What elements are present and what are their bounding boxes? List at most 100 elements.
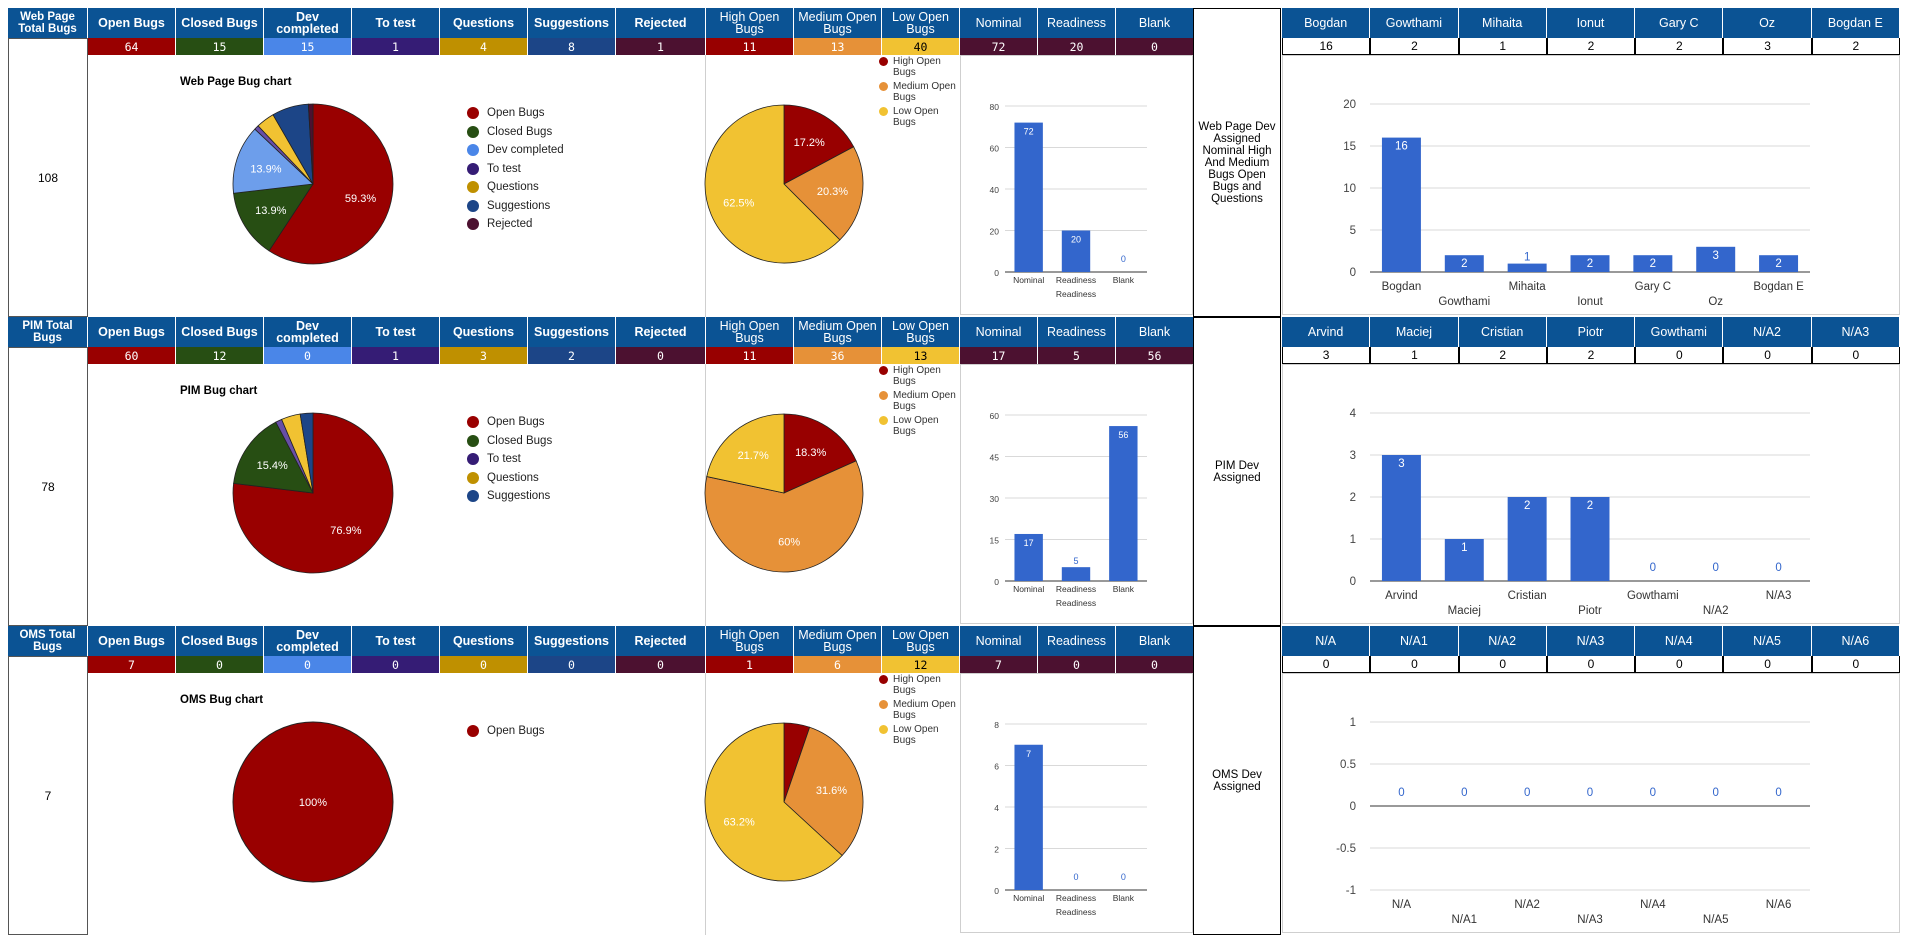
oms-pie-legend-item: Open Bugs (467, 725, 545, 737)
pim-col-header: Nominal (960, 317, 1038, 347)
oms-col-value: 6 (794, 656, 882, 673)
web-severity-legend-item: Medium Open Bugs (879, 81, 959, 103)
web-dev-bar-4 (1633, 255, 1673, 272)
oms-col-header: Suggestions (528, 626, 616, 656)
web-legend-label: Questions (487, 181, 539, 193)
oms-col-value: 0 (264, 656, 352, 673)
oms-dev-xtick-2: N/A2 (1514, 899, 1540, 911)
oms-col-header: Open Bugs (88, 626, 176, 656)
pim-dev-header: Cristian (1458, 317, 1547, 347)
web-col-value: 15 (176, 38, 264, 55)
web-col-header: Blank (1116, 8, 1194, 38)
pim-readiness-bar-2 (1109, 426, 1138, 581)
pim-dev-value: 3 (1282, 347, 1371, 364)
oms-total-count: 7 (8, 656, 88, 935)
oms-dev-value: 0 (1723, 656, 1812, 673)
web-pie-slice-0 (268, 103, 394, 265)
pim-severity-swatch (879, 416, 888, 425)
pim-dev-xtick-2: Cristian (1508, 590, 1547, 602)
pim-readiness-bar-1 (1061, 567, 1091, 581)
oms-dev-xtick-1: N/A1 (1451, 914, 1477, 926)
oms-dev-value: 0 (1458, 656, 1547, 673)
pim-total-count: 78 (8, 347, 88, 626)
pim-dev-ytick-2: 2 (1350, 492, 1356, 504)
oms-dev-header: N/A1 (1370, 626, 1459, 656)
web-dev-bar-0 (1381, 137, 1421, 272)
oms-readiness-ytick-1: 2 (994, 845, 999, 855)
oms-readiness-ytick-0: 0 (994, 886, 999, 896)
pim-dev-value-5: 0 (1713, 562, 1719, 574)
oms-readiness-value-2: 0 (1121, 872, 1126, 882)
pim-dev-header: N/A2 (1723, 317, 1812, 347)
web-dev-bar-6 (1759, 255, 1799, 272)
pim-col-header: Readiness (1038, 317, 1116, 347)
web-dev-value-0: 16 (1395, 141, 1408, 153)
pim-dev-value: 1 (1370, 347, 1459, 364)
pim-charts-svg: 76.9%15.4%18.3%60%21.7%01530456017Nomina… (232, 408, 1810, 617)
web-dev-value: 1 (1458, 38, 1547, 55)
web-pie-slice-1 (233, 183, 314, 252)
web-col-value: 72 (960, 38, 1038, 55)
oms-legend-label: Open Bugs (487, 725, 545, 737)
web-severity-legend-label: High Open Bugs (893, 56, 941, 78)
web-dev-xtick-2: Mihaita (1509, 281, 1547, 293)
oms-col-value: 0 (352, 656, 440, 673)
web-readiness-xlabel: Readiness (1056, 289, 1096, 299)
pim-severity-legend-item: Medium Open Bugs (879, 390, 959, 412)
pim-severity-legend-item: Low Open Bugs (879, 415, 959, 437)
web-dev-header: Oz (1723, 8, 1812, 38)
oms-dev-ytick-2: 0 (1350, 801, 1356, 813)
web-dev-ytick-3: 15 (1343, 141, 1356, 153)
pim-col-header: Questions (440, 317, 528, 347)
web-charts-svg: 59.3%13.9%13.9%17.2%20.3%62.5%0204060807… (232, 99, 1810, 308)
oms-col-header: Blank (1116, 626, 1194, 656)
web-readiness-value-1: 20 (1071, 235, 1081, 245)
pim-legend-label: Questions (487, 471, 539, 484)
oms-dev-header: N/A6 (1811, 626, 1900, 656)
pim-readiness-value-2: 56 (1118, 430, 1128, 440)
web-dev-header: Bogdan (1282, 8, 1371, 38)
pim-col-value: 36 (794, 347, 882, 364)
pim-severity-legend-label: Medium Open Bugs (893, 390, 956, 412)
web-dev-value-3: 2 (1587, 258, 1593, 270)
web-col-value: 40 (882, 38, 960, 55)
oms-pie-slice-0 (232, 721, 394, 883)
web-severity-pie-label-2: 62.5% (723, 198, 754, 210)
pim-pie-title: PIM Bug chart (180, 385, 258, 397)
pim-col-header: Dev completed (264, 317, 352, 347)
web-col-value: 11 (706, 38, 794, 55)
pim-severity-pie-label-0: 18.3% (795, 447, 826, 459)
pim-dev-header: Gowthami (1635, 317, 1724, 347)
pim-dev-ytick-0: 0 (1350, 576, 1356, 588)
web-col-value: 13 (794, 38, 882, 55)
pim-dev-value-1: 1 (1461, 542, 1467, 554)
pim-dev-header: Piotr (1546, 317, 1636, 347)
pim-legend-swatch (467, 490, 479, 502)
pim-dev-value-0: 3 (1398, 458, 1404, 470)
oms-dev-label: OMS Dev Assigned (1193, 626, 1281, 935)
pim-dev-bar-0 (1381, 455, 1421, 581)
pim-col-value: 0 (616, 347, 706, 364)
oms-dev-header: N/A5 (1723, 626, 1812, 656)
oms-dev-value: 0 (1811, 656, 1900, 673)
oms-dev-value: 0 (1370, 656, 1459, 673)
oms-readiness-ytick-3: 6 (994, 762, 999, 772)
web-readiness-ytick-1: 20 (990, 227, 1000, 237)
web-col-header: Low Open Bugs (882, 8, 960, 38)
web-dev-bar-2 (1507, 263, 1547, 272)
oms-readiness-ytick-4: 8 (994, 720, 999, 730)
web-severity-pie-slice-0 (783, 104, 855, 185)
web-pie-label-0: 59.3% (345, 193, 376, 205)
oms-severity-legend-label: Low Open Bugs (893, 724, 939, 746)
oms-legend-swatch (467, 725, 479, 737)
web-dev-value: 2 (1546, 38, 1636, 55)
pim-readiness-xtick-0: Nominal (1013, 584, 1044, 594)
pim-readiness-value-0: 17 (1024, 538, 1034, 548)
web-total-count: 108 (8, 38, 88, 317)
pim-legend-label: Closed Bugs (487, 434, 553, 447)
web-dev-header: Gary C (1635, 8, 1724, 38)
oms-pie-panel (88, 673, 706, 935)
web-dev-value-4: 2 (1650, 258, 1656, 270)
pim-pie-legend-item: Closed Bugs (467, 434, 553, 447)
web-pie-legend-item: Dev completed (467, 144, 564, 156)
